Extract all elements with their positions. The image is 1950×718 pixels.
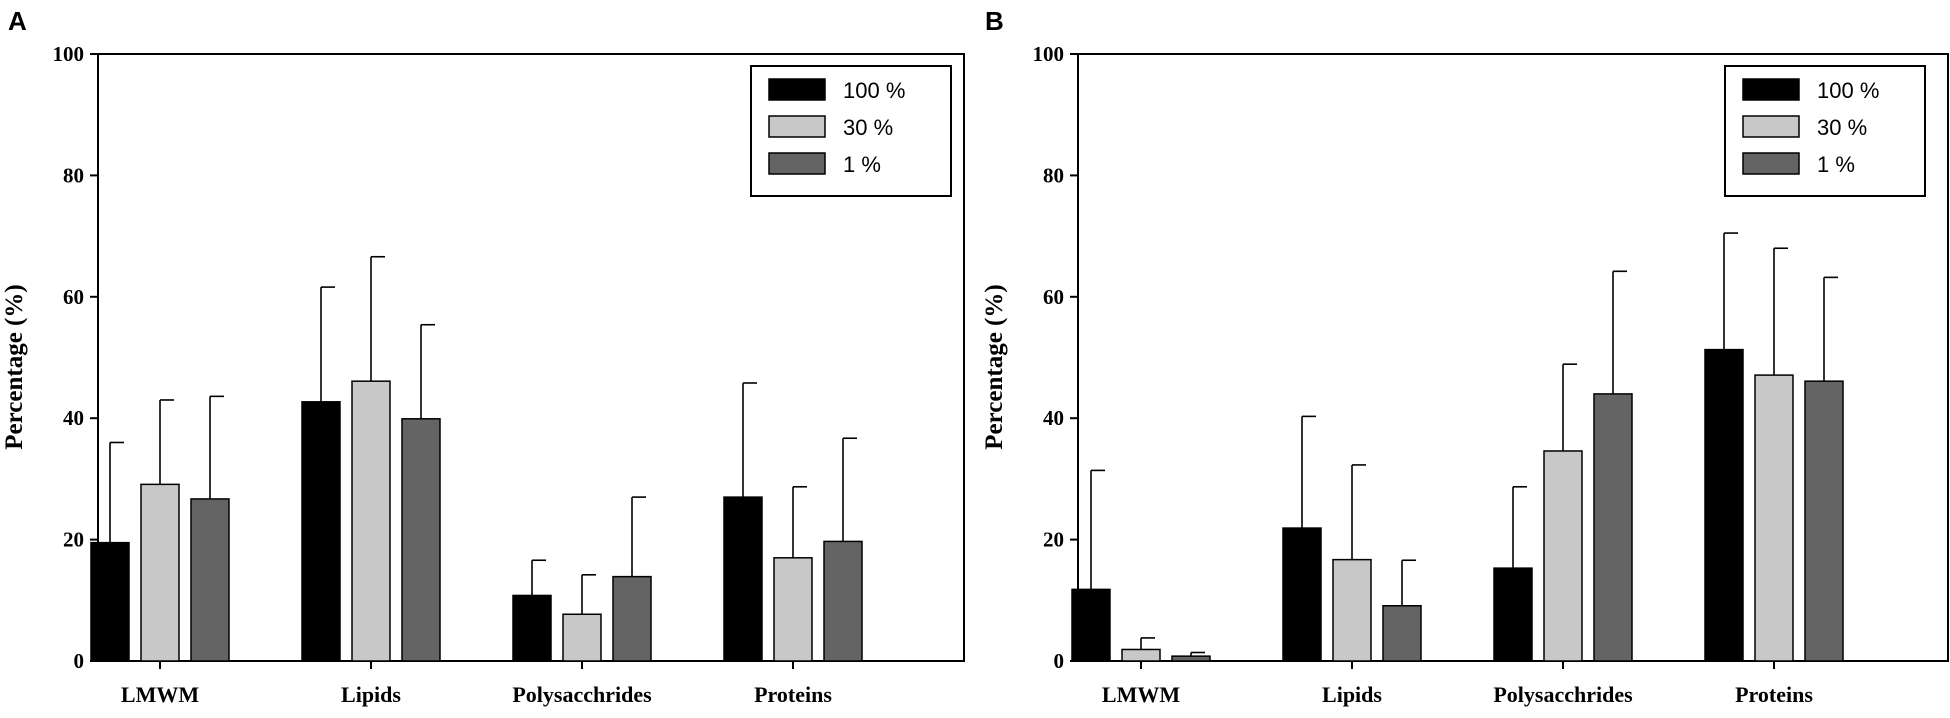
panel-a-y-tick-label: 0 [74, 649, 85, 673]
panel-b-bar [1493, 567, 1533, 662]
panel-b-legend-label: 1 % [1817, 152, 1855, 177]
panel-b-bar [1543, 450, 1583, 662]
panel-a-y-tick-label: 100 [53, 42, 85, 66]
panel-b-category-label: Polysacchrides [1493, 682, 1633, 707]
panel-a-legend-swatch [768, 78, 826, 101]
panel-b-legend-swatch [1742, 115, 1800, 138]
panel-b-legend-swatch [1742, 152, 1800, 175]
panel-b-legend-label: 100 % [1817, 78, 1879, 103]
panel-b-bar [1593, 393, 1633, 662]
panel-a-bar [140, 483, 180, 662]
panel-b-y-tick-label: 80 [1043, 163, 1064, 187]
panel-b-y-tick-label: 0 [1054, 649, 1065, 673]
panel-a-bar [301, 401, 341, 662]
panel-b-letter: B [985, 6, 1004, 36]
panel-b-bar [1332, 558, 1372, 662]
panel-a-legend-label: 100 % [843, 78, 905, 103]
panel-b-bar [1704, 348, 1744, 662]
panel-b-category-label: Proteins [1735, 682, 1813, 707]
panel-a-category-label: Polysacchrides [512, 682, 652, 707]
panel-a-legend-swatch [768, 152, 826, 175]
panel-a-letter: A [8, 6, 27, 36]
panel-b-bar [1382, 605, 1422, 662]
panel-a: A Percentage (%) 0 20 40 60 80 100 LMWM Lipids P… [1, 6, 965, 707]
panel-a-bar [401, 418, 441, 662]
panel-a-bar [190, 498, 230, 662]
panel-a-category-label: Proteins [754, 682, 832, 707]
panel-b-y-tick-label: 60 [1043, 285, 1064, 309]
panel-a-bar [562, 613, 602, 662]
panel-a-bar [351, 380, 391, 662]
panel-a-y-tick-label: 40 [63, 406, 84, 430]
panel-a-bar [823, 540, 863, 662]
panel-b-y-tick-label: 20 [1043, 528, 1064, 552]
panel-a-y-axis-title: Percentage (%) [1, 284, 28, 449]
panel-b-y-tick-label: 40 [1043, 406, 1064, 430]
panel-a-y-tick-label: 80 [63, 163, 84, 187]
panel-a-bar [773, 557, 813, 662]
panel-a-bar [723, 496, 763, 662]
panel-b-category-label: Lipids [1322, 682, 1382, 707]
panel-a-bar [512, 594, 552, 662]
panel-a-bar [612, 575, 652, 662]
panel-a-y-tick-label: 20 [63, 528, 84, 552]
panel-b-legend-swatch [1742, 78, 1800, 101]
panel-a-bar [90, 541, 130, 662]
panel-a-legend-swatch [768, 115, 826, 138]
panel-a-legend-label: 30 % [843, 115, 893, 140]
panel-b-y-tick-label: 100 [1033, 42, 1065, 66]
panel-a-legend-label: 1 % [843, 152, 881, 177]
panel-a-y-tick-label: 60 [63, 285, 84, 309]
panel-b-bar [1071, 588, 1111, 662]
panel-b: B Percentage (%) 0 20 40 60 80 100 LMWM Lipids P… [981, 6, 1949, 707]
panel-b-y-axis-title: Percentage (%) [981, 284, 1008, 449]
panel-a-category-label: LMWM [121, 682, 199, 707]
panel-b-legend-label: 30 % [1817, 115, 1867, 140]
panel-b-bar [1121, 648, 1161, 662]
panel-b-category-label: LMWM [1102, 682, 1180, 707]
panel-b-bar [1171, 655, 1211, 662]
panel-a-category-label: Lipids [341, 682, 401, 707]
panel-b-bar [1754, 374, 1794, 662]
panel-b-bar [1282, 527, 1322, 662]
panel-b-bar [1804, 380, 1844, 662]
